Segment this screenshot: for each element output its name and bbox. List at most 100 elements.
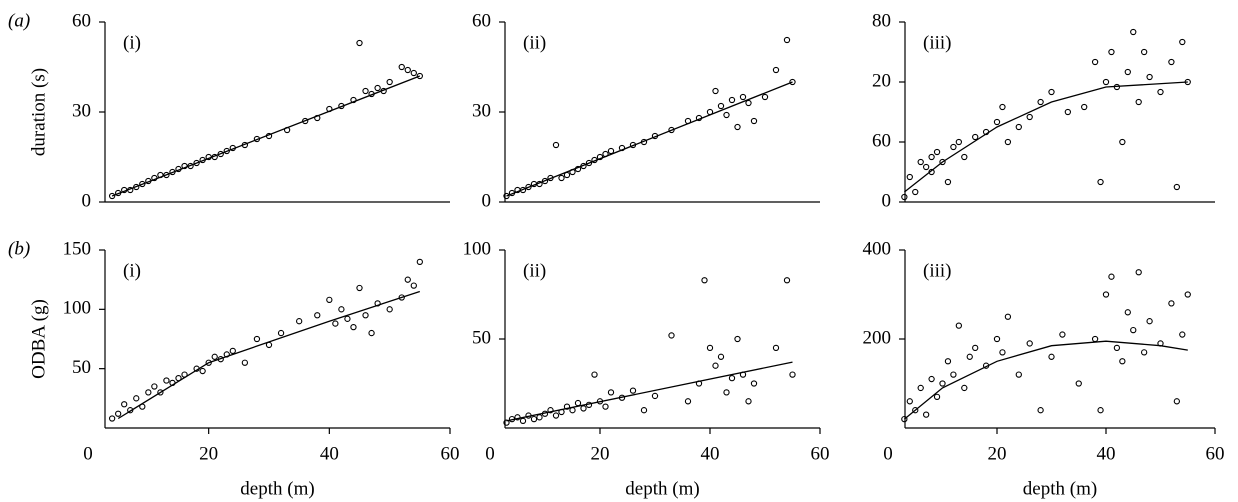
point bbox=[508, 415, 516, 423]
point bbox=[151, 383, 158, 390]
point bbox=[928, 168, 935, 176]
point bbox=[536, 414, 543, 421]
point bbox=[640, 138, 648, 146]
point bbox=[386, 306, 393, 313]
point bbox=[1146, 73, 1153, 81]
point bbox=[1179, 38, 1186, 46]
point bbox=[618, 144, 626, 152]
panel-label: (iii) bbox=[923, 260, 952, 281]
point bbox=[229, 144, 236, 152]
point bbox=[912, 188, 919, 196]
point bbox=[923, 163, 930, 171]
point bbox=[982, 128, 990, 136]
point bbox=[684, 398, 692, 405]
y-tick-label: 100 bbox=[463, 238, 492, 259]
panel-label: (ii) bbox=[523, 32, 546, 53]
x-tick-label: 0 bbox=[883, 443, 893, 464]
point bbox=[519, 186, 527, 194]
point bbox=[302, 117, 309, 125]
point bbox=[404, 66, 411, 74]
point bbox=[410, 282, 417, 289]
y-tick-label: 0 bbox=[482, 190, 492, 211]
point bbox=[1119, 138, 1126, 146]
point bbox=[1026, 340, 1033, 347]
point bbox=[1102, 291, 1110, 298]
point bbox=[668, 332, 675, 339]
y-tick-label: 100 bbox=[63, 298, 92, 319]
point bbox=[199, 156, 206, 164]
point bbox=[503, 419, 510, 426]
point bbox=[706, 108, 714, 116]
x-tick-label: 0 bbox=[485, 443, 495, 464]
point bbox=[580, 162, 587, 170]
point bbox=[350, 96, 357, 104]
point bbox=[906, 398, 913, 405]
point bbox=[640, 407, 648, 414]
point bbox=[1130, 326, 1137, 334]
point bbox=[530, 415, 538, 423]
point bbox=[993, 118, 1001, 126]
point bbox=[1157, 340, 1164, 347]
point bbox=[1157, 88, 1164, 96]
point bbox=[314, 312, 321, 319]
y-tick-label: 30 bbox=[472, 100, 491, 121]
point bbox=[933, 148, 941, 156]
point bbox=[362, 87, 369, 95]
point bbox=[241, 141, 249, 149]
point bbox=[536, 180, 543, 188]
point bbox=[1113, 83, 1121, 91]
x-tick-label: 0 bbox=[83, 443, 93, 464]
point bbox=[265, 132, 273, 140]
point bbox=[596, 398, 604, 405]
point bbox=[181, 371, 188, 378]
x-axis-label: depth (m) bbox=[240, 478, 314, 499]
point bbox=[901, 415, 908, 423]
point bbox=[368, 90, 375, 98]
point bbox=[684, 117, 692, 125]
point bbox=[739, 371, 747, 378]
point bbox=[1173, 398, 1180, 405]
point bbox=[772, 66, 780, 74]
point bbox=[108, 415, 116, 422]
point bbox=[1173, 183, 1180, 191]
point bbox=[1108, 273, 1115, 280]
point bbox=[398, 63, 405, 71]
x-tick-label: 60 bbox=[811, 443, 830, 464]
point bbox=[706, 344, 714, 352]
point bbox=[332, 320, 339, 327]
y-tick-label: 0 bbox=[882, 190, 892, 211]
point bbox=[356, 284, 363, 292]
point bbox=[723, 111, 730, 119]
point bbox=[923, 411, 930, 418]
x-axis-label: depth (m) bbox=[625, 478, 699, 499]
point bbox=[618, 394, 626, 401]
point bbox=[1081, 103, 1088, 111]
point bbox=[398, 294, 405, 301]
point bbox=[163, 171, 170, 179]
point bbox=[508, 189, 516, 197]
point bbox=[108, 192, 116, 200]
point bbox=[602, 150, 609, 158]
point bbox=[223, 351, 230, 358]
point bbox=[253, 335, 261, 343]
point bbox=[944, 358, 952, 365]
point bbox=[950, 371, 957, 378]
point bbox=[1102, 78, 1110, 86]
point bbox=[1135, 269, 1142, 276]
point bbox=[121, 186, 128, 194]
point bbox=[1168, 58, 1175, 66]
point bbox=[1179, 331, 1186, 338]
point bbox=[739, 93, 747, 101]
point bbox=[728, 375, 736, 382]
point bbox=[961, 384, 968, 392]
point bbox=[928, 375, 935, 383]
point bbox=[585, 401, 593, 409]
point bbox=[651, 392, 659, 400]
point bbox=[961, 153, 968, 161]
point bbox=[1015, 123, 1022, 131]
x-tick-label: 60 bbox=[441, 443, 460, 464]
point bbox=[503, 192, 510, 200]
point bbox=[569, 168, 576, 176]
point bbox=[175, 375, 182, 382]
point bbox=[982, 362, 990, 369]
